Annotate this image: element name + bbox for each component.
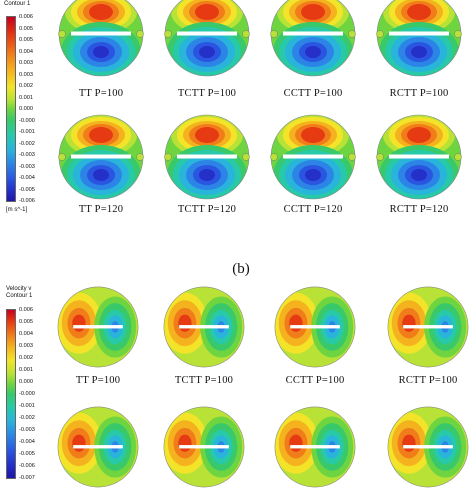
legend-b-tick-label: -0.007 — [19, 475, 35, 481]
legend-b-tick-label: -0.005 — [19, 451, 35, 457]
contour-plot-a2-rctt — [376, 114, 462, 200]
legend-a-tick-label: -0.003 — [19, 152, 35, 158]
panel-label-b1-2: TCTT P=100 — [174, 375, 234, 386]
legend-b-tick-label: 0.002 — [19, 355, 33, 361]
legend-a-tick-label: 0.001 — [19, 94, 33, 101]
legend-a-tick-label: 0.004 — [19, 48, 33, 55]
legend-b-tick-label: 0.006 — [19, 307, 33, 313]
panel-label-b1-1: TT P=100 — [75, 375, 121, 386]
legend-a-tick-label: 0.002 — [19, 83, 33, 89]
panel-label-a1-3: CCTT P=100 — [283, 88, 343, 99]
legend-b-tick-label: -0.003 — [19, 427, 35, 433]
legend-a-title: Contour 1 — [4, 1, 31, 7]
legend-a-tick-label: -0.003 — [19, 163, 35, 170]
legend-a-tick-label: 0.005 — [19, 37, 33, 43]
row-b1: TT P=100 TCTT P=100 CCTT P=100 RCTT P=10… — [0, 280, 474, 395]
contour-plot-a1-cctt — [270, 0, 356, 77]
row-a2: TT P=120 TCTT P=120 CCTT P=120 RCTT P=12… — [0, 110, 474, 220]
legend-a-colorbar — [6, 16, 16, 202]
contour-plot-b2-rctt — [387, 406, 469, 488]
legend-b-tick-label: 0.003 — [19, 343, 33, 349]
contour-plot-a2-cctt — [270, 114, 356, 200]
legend-b-tick-label: -0.002 — [19, 415, 35, 421]
legend-b-tick-label: 0.001 — [19, 367, 33, 373]
row-b2 — [0, 395, 474, 488]
contour-plot-b2-tctt — [163, 406, 245, 488]
legend-b-subtitle: Contour 1 — [6, 293, 33, 299]
panel-label-a2-4: RCTT P=120 — [389, 204, 449, 215]
legend-a-tick-label: -0.002 — [19, 140, 35, 147]
legend-b-title: Velocity v — [6, 286, 32, 292]
legend-b-tick-label: -0.000 — [19, 391, 35, 397]
contour-plot-b1-cctt — [274, 286, 356, 368]
legend-a-tick-label: -0.004 — [19, 175, 35, 181]
contour-plot-a1-rctt — [376, 0, 462, 77]
panel-label-a2-1: TT P=120 — [78, 204, 124, 215]
legend-b-tick-label: -0.004 — [19, 439, 35, 445]
legend-b-tick-label: 0.005 — [19, 319, 33, 325]
legend-a-tick-label: 0.006 — [19, 14, 33, 20]
contour-plot-b2-cctt — [274, 406, 356, 488]
legend-a-tick-label: 0.000 — [19, 106, 33, 112]
legend-a-tick-label: -0.000 — [19, 117, 35, 124]
legend-a-tick-label: 0.003 — [19, 60, 33, 66]
panel-label-b1-3: CCTT P=100 — [285, 375, 345, 386]
legend-a-tick-label: 0.003 — [19, 71, 33, 78]
contour-plot-b1-tctt — [163, 286, 245, 368]
contour-plot-a1-tt — [58, 0, 144, 77]
panel-label-a2-2: TCTT P=120 — [177, 204, 237, 215]
panel-label-a2-3: CCTT P=120 — [283, 204, 343, 215]
legend-b-tick-label: -0.006 — [19, 463, 35, 469]
row-a1: TT P=100 TCTT P=100 CCTT P=100 RCTT P=10… — [0, 0, 474, 110]
panel-label-a1-2: TCTT P=100 — [177, 88, 237, 99]
legend-b-tick-label: 0.004 — [19, 331, 33, 337]
panel-label-b1-4: RCTT P=100 — [398, 375, 458, 386]
legend-a-unit: [m s^-1] — [6, 207, 28, 213]
legend-a-tick-label: -0.006 — [19, 198, 35, 204]
contour-plot-a2-tt — [58, 114, 144, 200]
legend-a-tick-label: -0.005 — [19, 186, 35, 193]
panel-label-a1-4: RCTT P=100 — [389, 88, 449, 99]
legend-a-tick-label: -0.001 — [19, 129, 35, 135]
section-label-b: (b) — [232, 261, 250, 277]
legend-a-tick-label: 0.005 — [19, 25, 33, 32]
contour-plot-b1-tt — [57, 286, 139, 368]
contour-plot-a2-tctt — [164, 114, 250, 200]
legend-a: Contour 1 0.006 0.005 0.005 0.004 0.003 0.003… — [2, 0, 54, 220]
contour-plot-a1-tctt — [164, 0, 250, 77]
legend-b-tick-label: 0.000 — [19, 379, 33, 385]
contour-plot-b2-tt — [57, 406, 139, 488]
panel-label-a1-1: TT P=100 — [78, 88, 124, 99]
legend-b-tick-label: -0.001 — [19, 403, 35, 409]
contour-plot-b1-rctt — [387, 286, 469, 368]
